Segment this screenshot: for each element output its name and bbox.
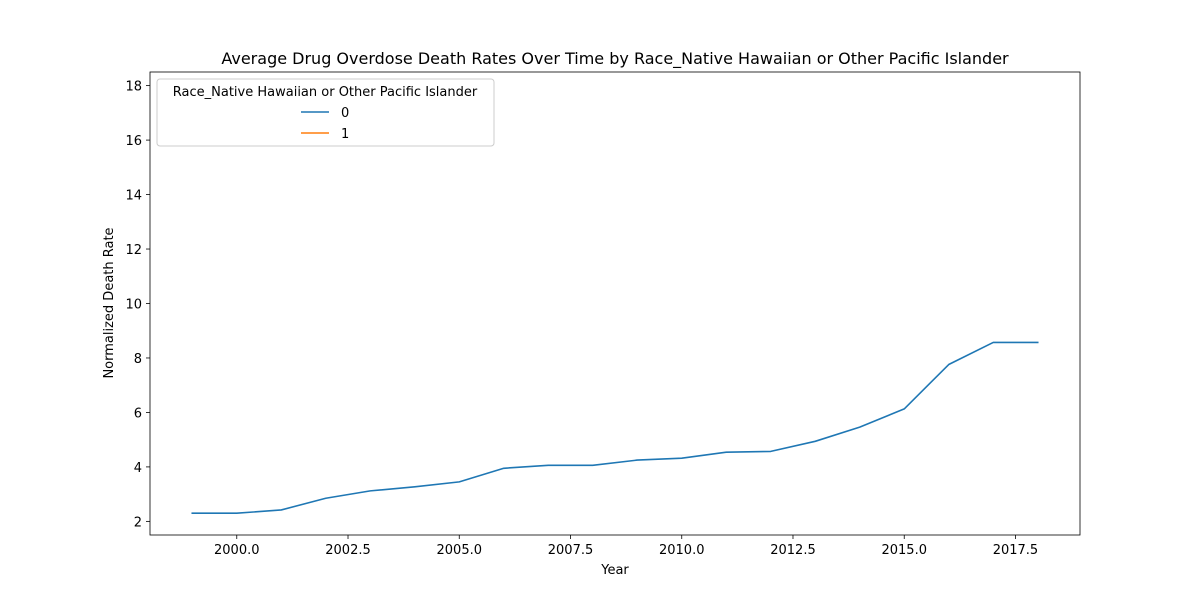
y-tick-label: 12 — [125, 243, 142, 258]
chart-title: Average Drug Overdose Death Rates Over T… — [221, 49, 1009, 69]
y-tick-label: 2 — [134, 515, 142, 530]
legend-entries: 01 — [301, 106, 349, 142]
x-axis-label: Year — [600, 563, 629, 578]
x-tick-label: 2015.0 — [881, 543, 927, 558]
y-axis-label: Normalized Death Rate — [102, 227, 117, 378]
y-tick-label: 4 — [134, 461, 142, 476]
x-tick-label: 2012.5 — [770, 543, 816, 558]
x-tick-label: 2007.5 — [548, 543, 594, 558]
x-tick-label: 2000.0 — [214, 543, 260, 558]
y-tick-label: 10 — [125, 298, 142, 313]
legend: Race_Native Hawaiian or Other Pacific Is… — [156, 78, 495, 147]
legend-label-0: 0 — [341, 106, 349, 121]
legend-title: Race_Native Hawaiian or Other Pacific Is… — [173, 85, 478, 100]
y-tick-label: 6 — [134, 406, 142, 421]
x-tick-label: 2005.0 — [437, 543, 483, 558]
y-tick-label: 18 — [125, 80, 142, 95]
x-tick-label: 2010.0 — [659, 543, 705, 558]
y-tick-label: 8 — [134, 352, 142, 367]
series-line-0 — [191, 341, 1039, 515]
y-tick-label: 16 — [125, 134, 142, 149]
y-tick-label: 14 — [125, 189, 142, 204]
plot-area: 2000.0 2002.5 2005.0 2007.5 2010.0 2012.5 2015… — [125, 71, 1081, 558]
legend-label-1: 1 — [341, 127, 349, 142]
x-tick-label: 2002.5 — [325, 543, 371, 558]
x-tick-label: 2017.5 — [993, 543, 1039, 558]
